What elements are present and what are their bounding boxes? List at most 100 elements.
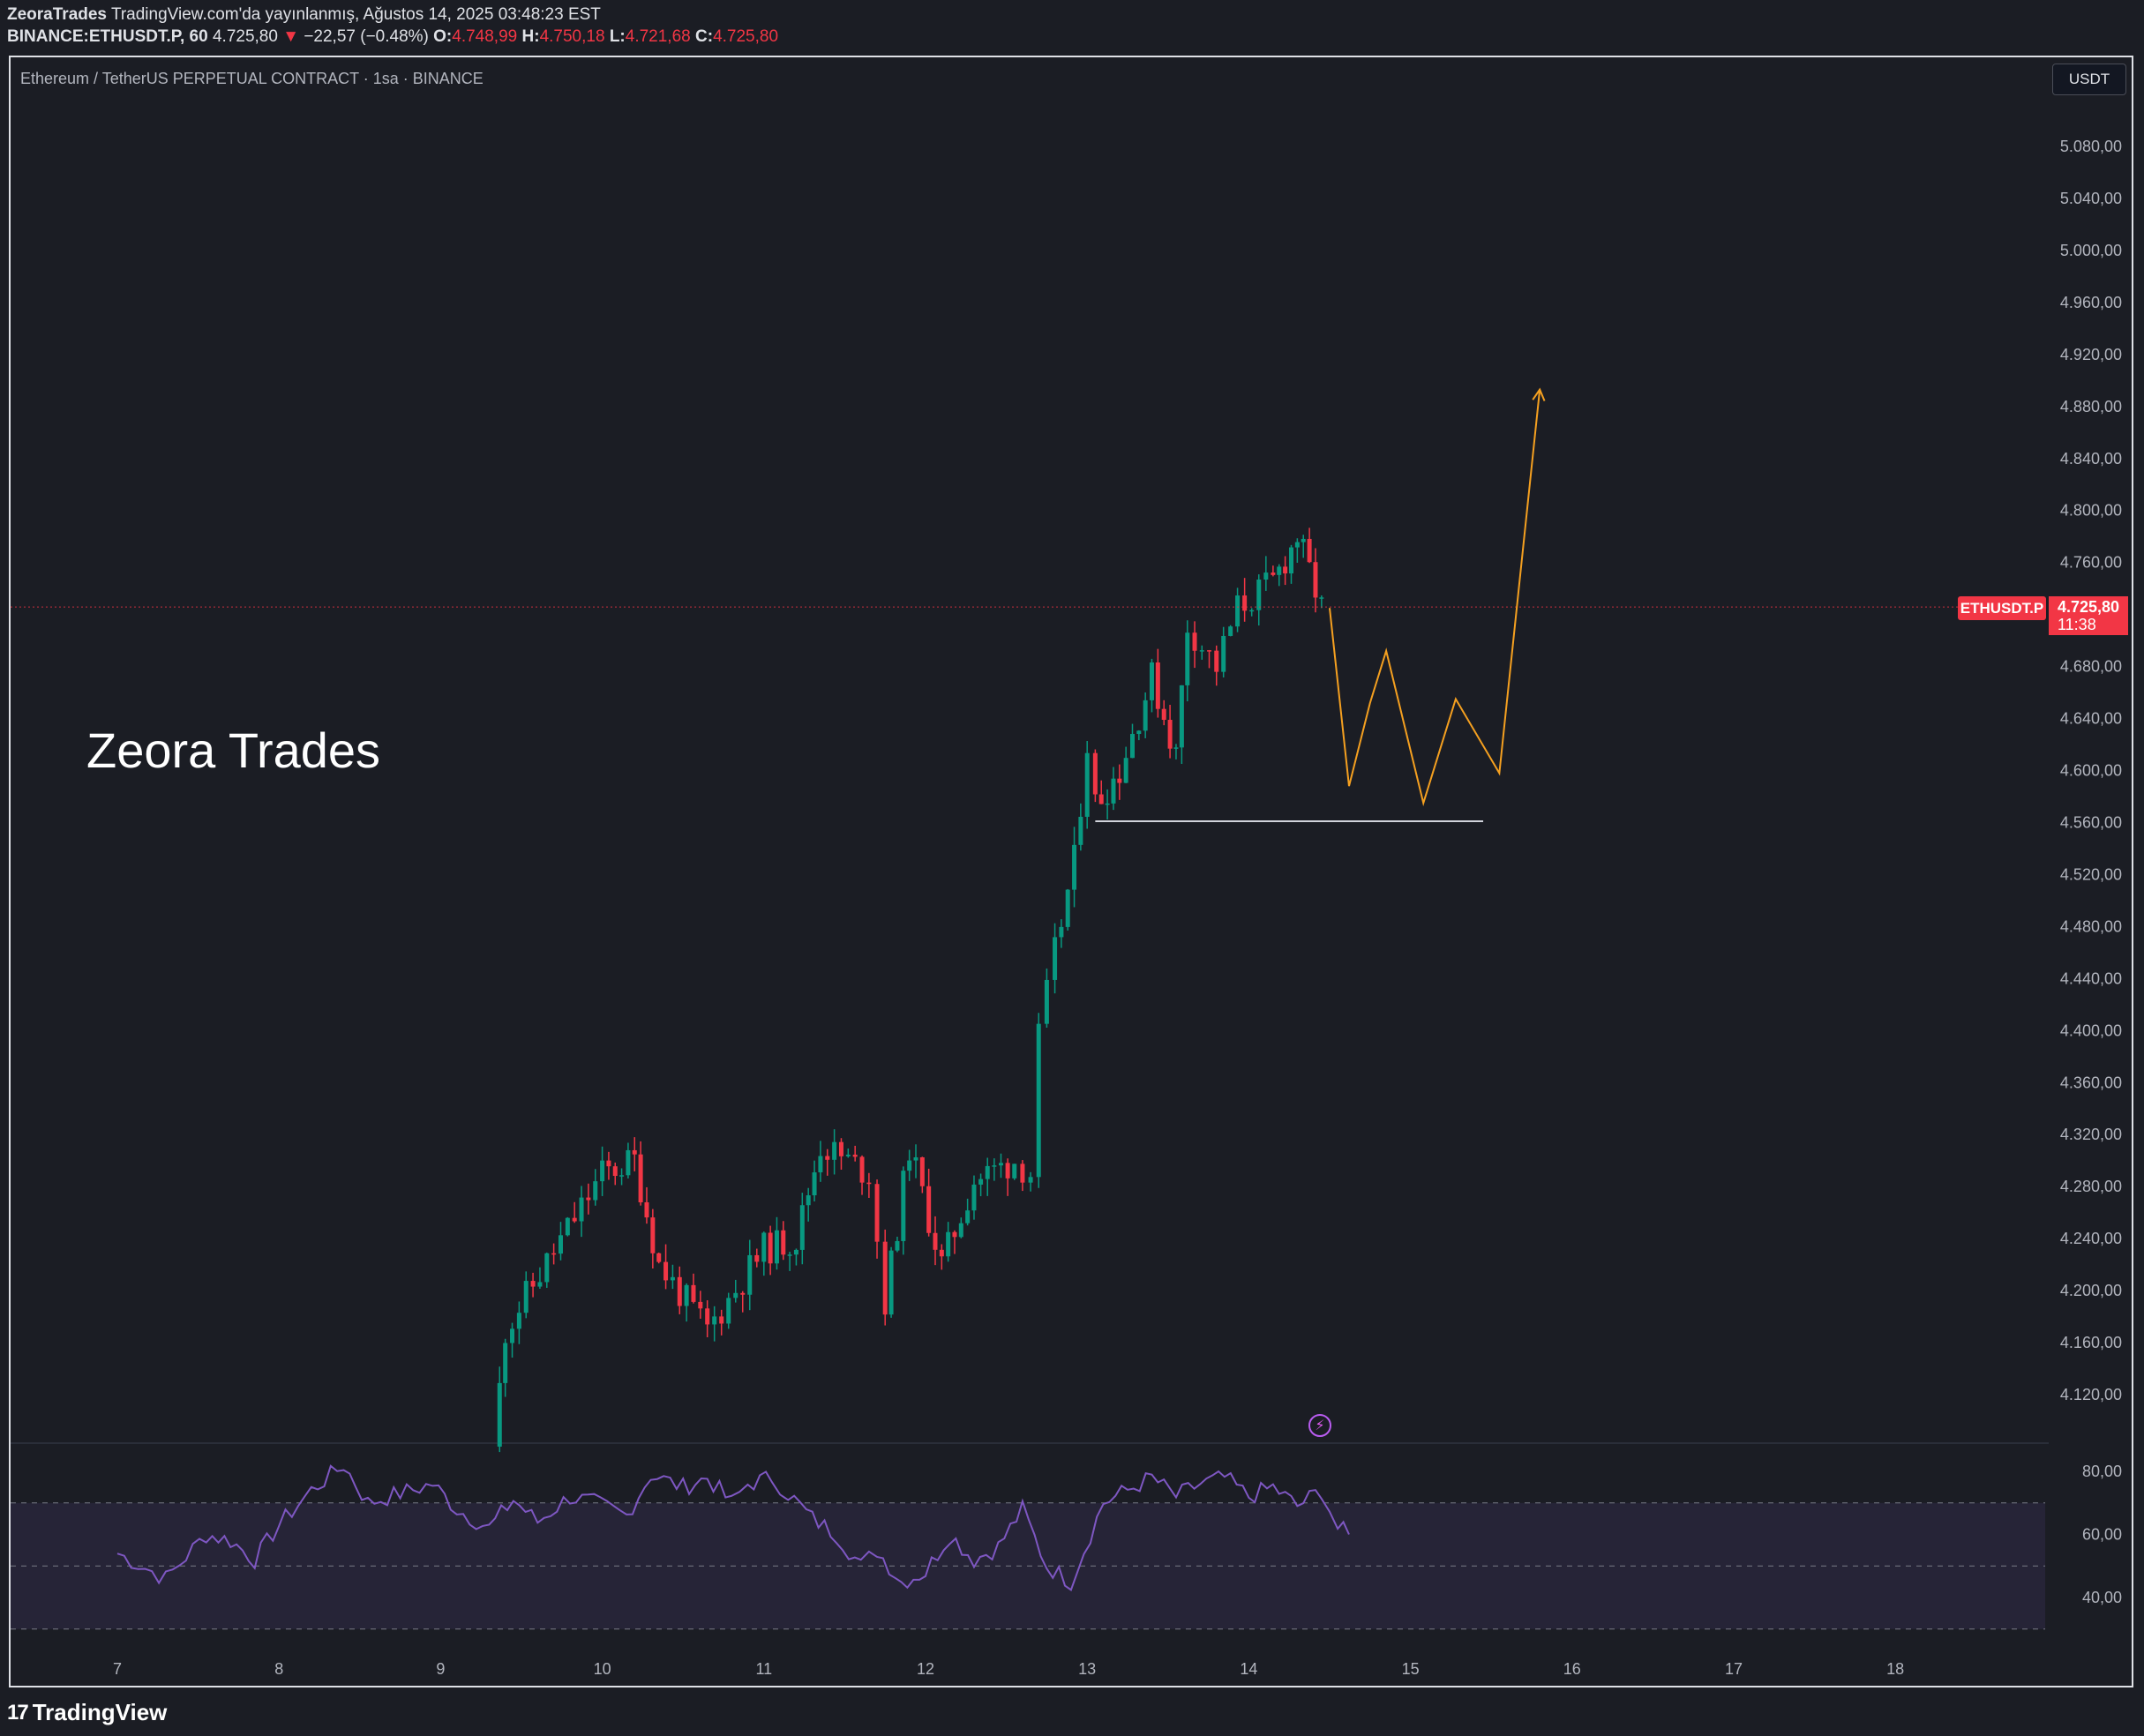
candle <box>516 1301 521 1344</box>
publish-date: TradingView.com'da yayınlanmış, Ağustos … <box>110 5 601 24</box>
time-tick-label: 7 <box>113 1660 122 1678</box>
open-label: O: <box>433 27 453 46</box>
candle <box>663 1244 669 1290</box>
candle-body <box>1249 610 1255 612</box>
candle <box>530 1272 536 1298</box>
candle-body <box>516 1313 521 1329</box>
candle <box>1319 595 1324 609</box>
candle-body <box>992 1165 997 1167</box>
candle <box>1207 649 1212 669</box>
candle <box>523 1271 529 1319</box>
price-tick-label: 4.160,00 <box>2060 1334 2122 1351</box>
candle <box>1149 658 1154 713</box>
candle-body <box>793 1249 798 1255</box>
candle <box>939 1244 944 1270</box>
candle-body <box>781 1230 786 1255</box>
candle-body <box>1044 979 1049 1024</box>
candle-body <box>1301 538 1306 542</box>
candle-body <box>832 1141 837 1160</box>
candle-body <box>606 1160 611 1167</box>
candle-body <box>998 1163 1003 1166</box>
candle <box>1072 827 1077 908</box>
candle-body <box>691 1284 696 1302</box>
candle-body <box>579 1197 584 1222</box>
candle <box>933 1216 938 1266</box>
candle-body <box>747 1254 753 1295</box>
candle-body <box>845 1154 851 1156</box>
low-value: 4.721,68 <box>625 27 691 46</box>
time-axis: 7 8 9 10 11 12 13 14 15 16 17 18 <box>113 1660 1904 1678</box>
candle-body <box>913 1156 918 1161</box>
candle <box>998 1153 1003 1179</box>
candle-body <box>838 1141 843 1156</box>
time-tick-label: 9 <box>436 1660 445 1678</box>
candle-body <box>537 1282 543 1287</box>
candle <box>747 1239 753 1311</box>
candle <box>1214 645 1219 686</box>
candle-body <box>825 1156 830 1160</box>
candle-body <box>859 1156 865 1183</box>
candle-body <box>663 1261 669 1281</box>
symbol-interval: BINANCE:ETHUSDT.P, 60 <box>7 27 208 46</box>
candle-body <box>638 1154 643 1202</box>
candle-body <box>677 1276 682 1306</box>
candle <box>558 1222 563 1261</box>
candle <box>1143 692 1148 738</box>
last-price-tag-value: 4.725,80 <box>2058 598 2120 616</box>
candle <box>774 1216 779 1270</box>
currency-unit-button[interactable]: USDT <box>2052 64 2126 95</box>
candle-body <box>1020 1164 1025 1183</box>
price-tick-label: 4.760,00 <box>2060 554 2122 572</box>
candle <box>698 1291 703 1319</box>
candle-body <box>712 1316 717 1325</box>
price-tick-label: 4.440,00 <box>2060 969 2122 987</box>
candle <box>781 1221 786 1261</box>
candle-body <box>1277 566 1282 575</box>
candle <box>600 1146 605 1196</box>
candle <box>1288 544 1293 584</box>
candle <box>677 1266 682 1314</box>
time-tick-label: 8 <box>274 1660 283 1678</box>
candle-body <box>530 1281 536 1287</box>
candle <box>1185 620 1190 702</box>
candle <box>952 1230 957 1254</box>
candle <box>1167 705 1173 759</box>
candle <box>787 1252 792 1271</box>
candle-body <box>719 1316 724 1324</box>
open-value: 4.748,99 <box>452 27 518 46</box>
candle-body <box>958 1223 963 1238</box>
candle <box>852 1145 858 1162</box>
candle <box>866 1172 872 1198</box>
candle-body <box>978 1179 984 1185</box>
candle-body <box>1185 632 1190 685</box>
price-tick-label: 4.920,00 <box>2060 346 2122 363</box>
last-price: 4.725,80 <box>212 27 278 46</box>
time-tick-label: 18 <box>1886 1660 1904 1678</box>
candle-body <box>1105 803 1110 805</box>
candle-body <box>726 1298 731 1324</box>
candle <box>888 1246 894 1318</box>
candle-body <box>1012 1164 1017 1179</box>
candle <box>958 1217 963 1238</box>
candle <box>612 1162 618 1186</box>
candle-body <box>901 1171 906 1241</box>
candle <box>882 1229 888 1326</box>
candle-body <box>1294 542 1300 548</box>
candle-body <box>619 1175 625 1177</box>
candle <box>1192 621 1197 669</box>
candle-body <box>1065 889 1070 927</box>
lightning-icon[interactable]: ⚡ <box>1308 1414 1331 1437</box>
candle <box>1313 548 1318 613</box>
candle <box>1084 741 1090 829</box>
time-tick-label: 14 <box>1240 1660 1257 1678</box>
candle-body <box>761 1232 767 1262</box>
price-tick-label: 4.360,00 <box>2060 1074 2122 1091</box>
candle-body <box>632 1149 637 1155</box>
candle-body <box>882 1241 888 1315</box>
projection-arrowhead <box>1532 387 1546 401</box>
candle <box>768 1225 773 1276</box>
candle <box>632 1137 637 1171</box>
candle <box>818 1141 823 1182</box>
candle <box>650 1208 656 1269</box>
